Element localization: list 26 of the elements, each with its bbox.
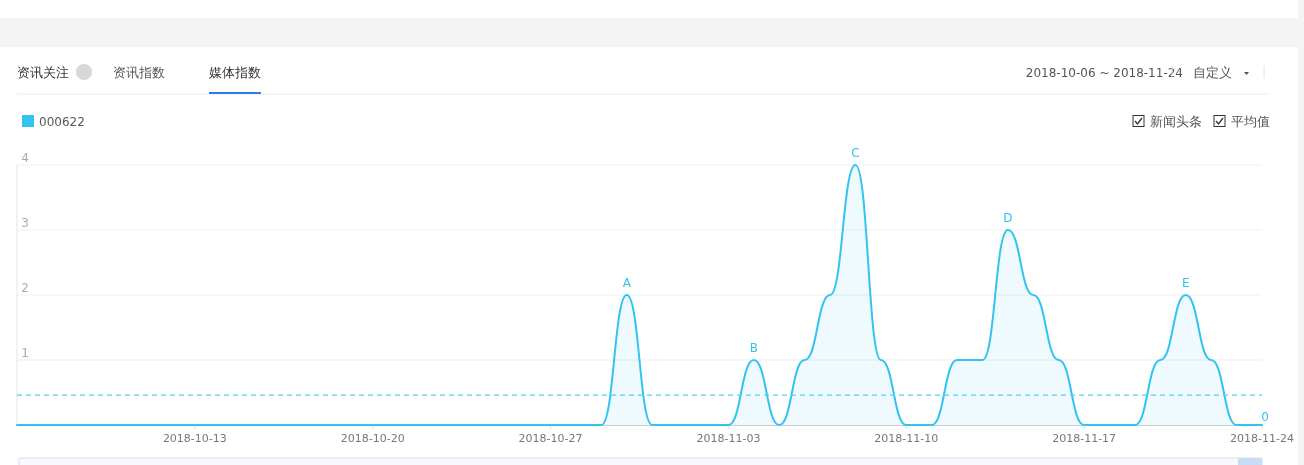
legend-label: 000622	[39, 115, 85, 129]
annotation: D	[1003, 211, 1013, 225]
chart-title: 资讯关注	[17, 65, 69, 80]
x-tick-label: 2018-11-10	[874, 432, 939, 445]
y-tick-label: 4	[21, 151, 29, 165]
chart-subtitle: 2018-10-06 ~ 2018-11-24	[1025, 66, 1183, 80]
x-tick-label: 2018-11-03	[696, 432, 761, 445]
x-tick-label: 2018-11-24	[1230, 432, 1294, 445]
text: 资讯指数	[113, 65, 165, 80]
annotation: C	[851, 146, 860, 160]
y-tick-label: 1	[21, 346, 29, 360]
annotation: 0	[1261, 410, 1269, 424]
text: 平均值	[1231, 114, 1270, 129]
text: 媒体指数	[209, 65, 261, 80]
annotation: E	[1181, 276, 1190, 290]
text: 新闻头条	[1150, 114, 1202, 129]
x-tick-label: 2018-10-20	[340, 432, 405, 445]
x-tick-label: 2018-10-13	[162, 432, 227, 445]
y-tick-label: 2	[21, 281, 29, 295]
x-tick-label: 2018-10-27	[518, 432, 583, 445]
annotation: B	[749, 341, 758, 355]
annotation: A	[622, 276, 632, 290]
text: 自定义	[1193, 65, 1232, 80]
x-tick-label: 2018-11-17	[1052, 432, 1117, 445]
legend: 000622	[22, 115, 85, 129]
y-tick-label: 3	[21, 216, 29, 230]
